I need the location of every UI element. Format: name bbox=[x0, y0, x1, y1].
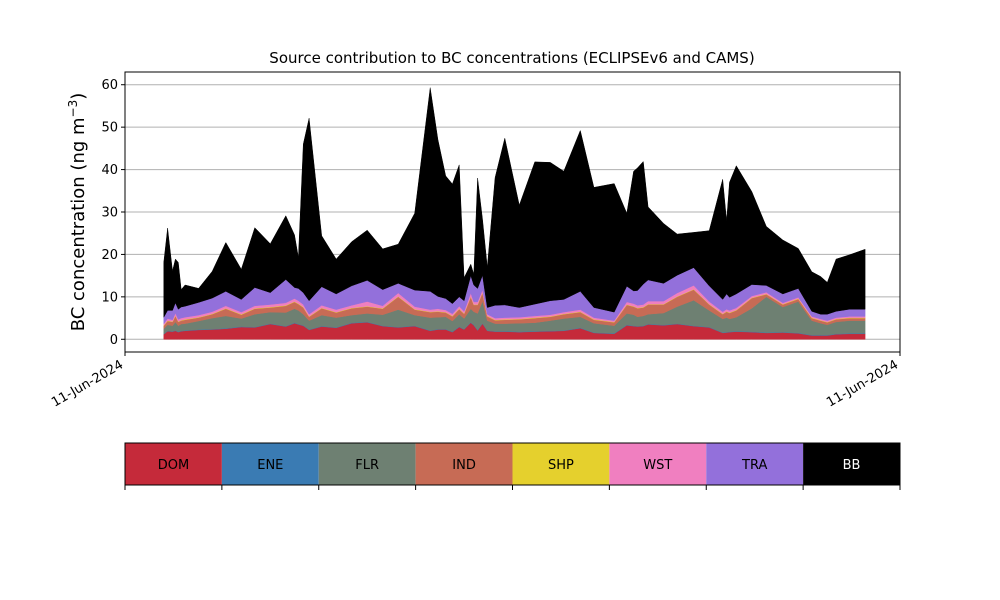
x-axis: 11-Jun-2024 11-Jun-2024 bbox=[49, 352, 901, 410]
y-tick-label: 60 bbox=[101, 78, 118, 93]
y-axis: 0 10 20 30 40 50 60 bbox=[101, 78, 125, 348]
legend-label-shp: SHP bbox=[548, 458, 574, 473]
y-axis-label: BC concentration (ng m−3) bbox=[66, 93, 89, 332]
y-axis-label-main: BC concentration (ng m bbox=[68, 117, 89, 331]
legend-swatch-tra bbox=[706, 443, 804, 485]
legend-swatch-bb bbox=[803, 443, 900, 485]
y-axis-label-superscript: −3 bbox=[66, 100, 80, 118]
y-tick-label: 50 bbox=[101, 121, 118, 136]
svg-text:BC concentration (ng m−3): BC concentration (ng m−3) bbox=[66, 93, 89, 332]
source-color-legend: DOM ENE FLR IND SHP WST TRA BB bbox=[124, 442, 901, 490]
legend-label-dom: DOM bbox=[158, 458, 189, 473]
x-tick-label: 11-Jun-2024 bbox=[49, 357, 126, 410]
legend-swatch-wst bbox=[609, 443, 707, 485]
y-tick-label: 20 bbox=[101, 248, 118, 263]
legend-label-ene: ENE bbox=[257, 458, 283, 473]
legend-swatch-dom bbox=[125, 443, 222, 485]
y-tick-label: 40 bbox=[101, 163, 118, 178]
legend-label-wst: WST bbox=[643, 458, 672, 473]
legend-swatch-shp bbox=[512, 443, 610, 485]
legend-label-tra: TRA bbox=[741, 458, 767, 473]
legend-label-flr: FLR bbox=[355, 458, 379, 473]
stacked-area-series bbox=[163, 87, 866, 340]
y-tick-label: 30 bbox=[101, 206, 118, 221]
area-series-bb bbox=[163, 87, 866, 319]
legend-swatch-ene bbox=[221, 443, 319, 485]
legend-label-ind: IND bbox=[452, 458, 476, 473]
chart-title: Source contribution to BC concentrations… bbox=[269, 49, 754, 67]
y-tick-label: 0 bbox=[110, 333, 118, 348]
x-tick-label: 11-Jun-2024 bbox=[824, 357, 901, 410]
legend-label-bb: BB bbox=[843, 458, 861, 473]
legend-swatch-ind bbox=[415, 443, 513, 485]
y-axis-label-close: ) bbox=[68, 93, 89, 100]
y-tick-label: 10 bbox=[101, 290, 118, 305]
legend-swatch-flr bbox=[318, 443, 416, 485]
